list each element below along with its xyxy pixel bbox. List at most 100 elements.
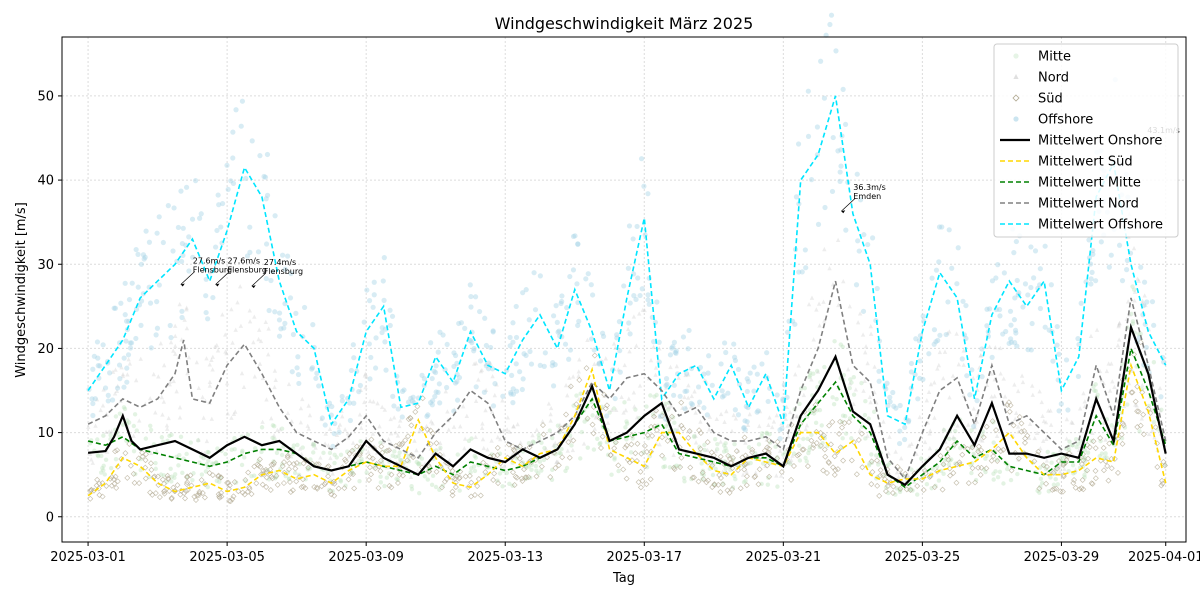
- scatter-point: [290, 331, 297, 338]
- scatter-point: [851, 401, 856, 406]
- scatter-point: [680, 405, 685, 410]
- scatter-point: [1013, 238, 1019, 245]
- scatter-point: [651, 423, 658, 430]
- scatter-point: [147, 460, 154, 467]
- scatter-point: [507, 429, 512, 434]
- scatter-point: [462, 445, 467, 451]
- scatter-point: [731, 341, 737, 347]
- scatter-point: [286, 478, 293, 485]
- scatter-point: [500, 393, 506, 399]
- scatter-point: [109, 397, 116, 403]
- scatter-point: [563, 411, 570, 418]
- scatter-point: [356, 389, 362, 395]
- scatter-point: [928, 381, 934, 387]
- scatter-point: [125, 372, 130, 377]
- scatter-point: [399, 388, 406, 394]
- scatter-point: [807, 407, 813, 413]
- scatter-point: [381, 297, 387, 303]
- scatter-point: [994, 457, 1001, 464]
- scatter-point: [1105, 477, 1112, 484]
- scatter-point: [1039, 399, 1044, 405]
- scatter-point: [719, 388, 725, 394]
- scatter-point: [877, 472, 884, 479]
- scatter-point: [203, 276, 209, 282]
- scatter-point: [399, 414, 405, 420]
- scatter-point: [1025, 292, 1031, 298]
- scatter-point: [1066, 447, 1072, 453]
- scatter-point: [154, 230, 160, 236]
- scatter-point: [820, 467, 827, 474]
- scatter-point: [764, 462, 771, 469]
- scatter-point: [1088, 333, 1094, 339]
- scatter-point: [131, 433, 136, 438]
- scatter-point: [368, 354, 374, 361]
- scatter-point: [93, 423, 98, 428]
- y-tick-label: 40: [37, 174, 54, 189]
- scatter-point: [309, 365, 316, 371]
- scatter-point: [494, 444, 501, 451]
- scatter-point: [330, 443, 336, 450]
- scatter-point: [837, 178, 843, 184]
- scatter-point: [599, 330, 606, 336]
- scatter-point: [319, 415, 325, 421]
- scatter-point: [139, 449, 146, 456]
- scatter-point: [253, 480, 260, 487]
- scatter-point: [1060, 473, 1067, 480]
- scatter-point: [965, 480, 972, 487]
- scatter-point: [1045, 470, 1052, 477]
- scatter-point: [256, 336, 261, 342]
- scatter-point: [542, 350, 548, 356]
- scatter-point: [836, 302, 841, 308]
- scatter-point: [536, 432, 541, 438]
- scatter-point: [937, 332, 943, 338]
- scatter-point: [109, 429, 114, 434]
- scatter-point: [198, 211, 204, 217]
- scatter-point: [217, 479, 222, 485]
- scatter-point: [909, 467, 914, 472]
- scatter-point: [961, 392, 966, 398]
- scatter-point: [612, 439, 619, 446]
- scatter-point: [485, 447, 490, 452]
- scatter-point: [803, 455, 808, 461]
- scatter-point: [523, 352, 529, 359]
- scatter-point: [788, 421, 795, 428]
- scatter-point: [648, 357, 654, 363]
- scatter-point: [214, 478, 220, 484]
- scatter-point: [811, 371, 816, 376]
- scatter-point: [1097, 454, 1102, 459]
- scatter-point: [533, 473, 540, 480]
- scatter-point: [742, 452, 749, 459]
- scatter-point: [396, 454, 401, 459]
- scatter-point: [570, 233, 577, 240]
- scatter-point: [802, 385, 807, 391]
- scatter-point: [613, 345, 618, 350]
- scatter-point: [225, 186, 231, 193]
- scatter-point: [751, 388, 757, 394]
- scatter-point: [1026, 435, 1032, 440]
- scatter-point: [256, 456, 263, 463]
- scatter-point: [754, 371, 760, 377]
- scatter-point: [483, 342, 489, 349]
- scatter-point: [932, 380, 937, 385]
- scatter-point: [338, 479, 344, 484]
- scatter-point: [682, 479, 687, 484]
- scatter-point: [905, 419, 912, 425]
- scatter-point: [767, 431, 772, 437]
- scatter-point: [168, 340, 174, 345]
- scatter-point: [314, 370, 320, 376]
- scatter-point: [961, 362, 966, 367]
- scatter-point: [991, 440, 996, 445]
- scatter-point: [1037, 305, 1044, 312]
- scatter-point: [1088, 276, 1094, 282]
- scatter-point: [617, 369, 623, 375]
- scatter-point: [983, 423, 990, 430]
- scatter-point: [1034, 430, 1040, 435]
- scatter-point: [520, 376, 526, 382]
- scatter-point: [576, 373, 581, 378]
- scatter-point: [148, 423, 153, 429]
- scatter-point: [154, 448, 159, 453]
- scatter-point: [124, 474, 131, 481]
- scatter-point: [831, 471, 838, 478]
- scatter-point: [1120, 422, 1127, 429]
- scatter-point: [525, 474, 532, 481]
